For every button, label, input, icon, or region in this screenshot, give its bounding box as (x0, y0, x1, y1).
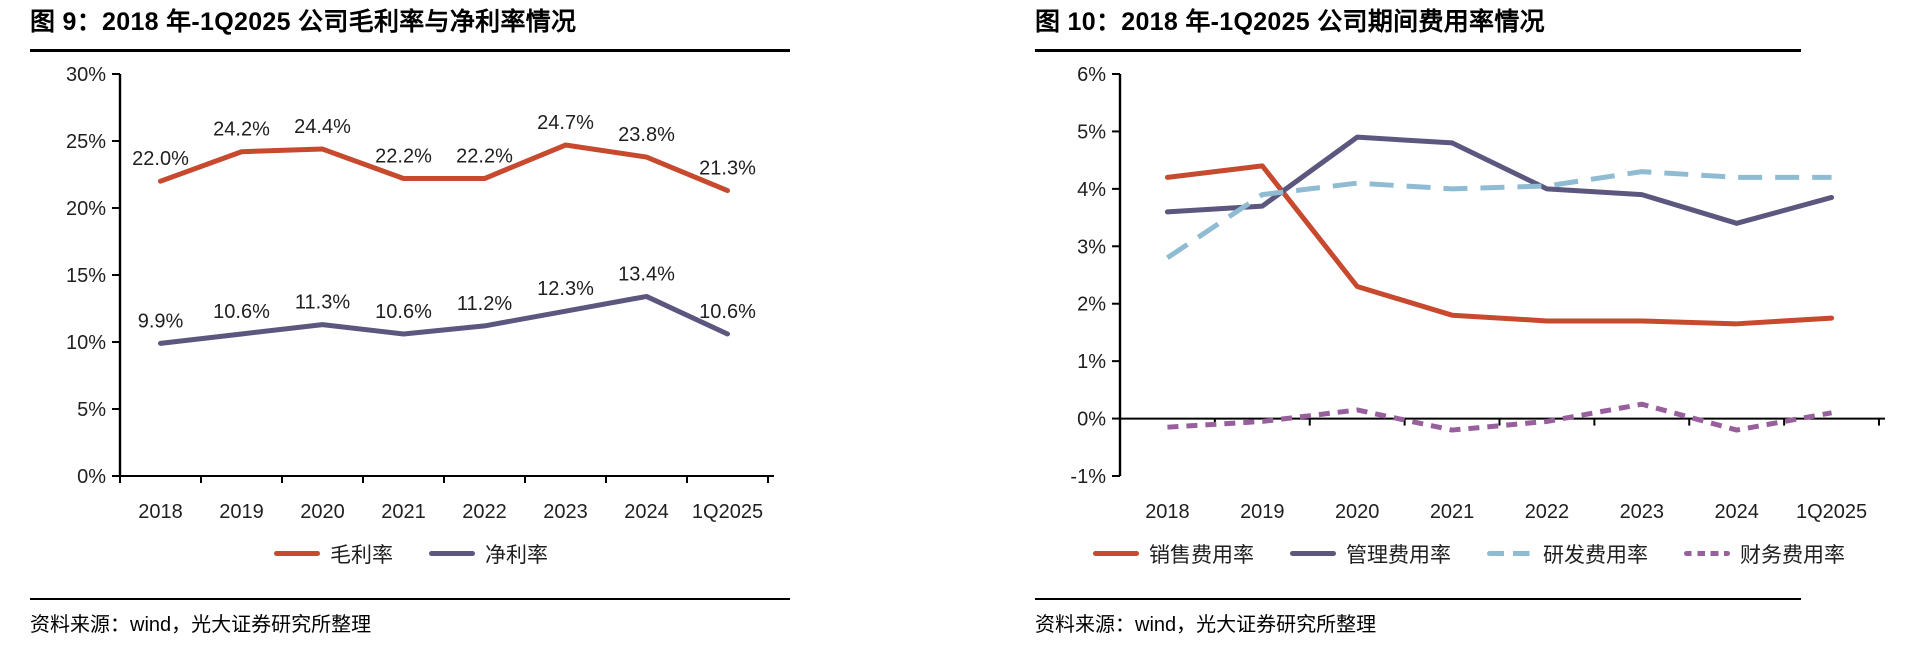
legend-line-swatch (1684, 551, 1730, 557)
legend-item-管理费用率: 管理费用率 (1290, 539, 1451, 569)
figure-9-source-rule (30, 597, 790, 600)
y-tick-label: 1% (1077, 351, 1106, 373)
data-label: 22.2% (375, 145, 432, 167)
legend-item-销售费用率: 销售费用率 (1093, 539, 1254, 569)
series-line-研发费用率 (1166, 168, 1832, 260)
data-label: 23.8% (618, 124, 675, 146)
legend-item-净利率: 净利率 (429, 539, 548, 569)
legend-label: 财务费用率 (1740, 543, 1845, 567)
data-label: 12.3% (537, 278, 594, 300)
figure-10-title-underline (1035, 48, 1801, 52)
figure-9-source-note: 资料来源：wind，光大证券研究所整理 (30, 613, 372, 636)
legend-label: 管理费用率 (1346, 543, 1451, 567)
x-tick-label: 2020 (300, 501, 345, 523)
y-tick-label: 0% (77, 466, 106, 488)
figure-9-title: 图 9：2018 年-1Q2025 公司毛利率与净利率情况 (30, 8, 577, 36)
x-tick-label: 1Q2025 (692, 501, 763, 523)
x-tick-label: 2018 (138, 501, 183, 523)
figure-10-title: 图 10：2018 年-1Q2025 公司期间费用率情况 (1035, 8, 1545, 36)
data-label: 22.0% (132, 148, 189, 170)
y-tick-label: 10% (66, 332, 106, 354)
legend-label: 净利率 (485, 543, 548, 567)
data-label: 22.2% (456, 145, 513, 167)
y-tick-label: 15% (66, 265, 106, 287)
data-label: 11.2% (457, 293, 512, 315)
legend-item-毛利率: 毛利率 (274, 539, 393, 569)
legend-line-swatch (274, 551, 320, 557)
y-tick-label: 4% (1077, 179, 1106, 201)
legend-line-swatch (1487, 551, 1533, 557)
x-tick-label: 2019 (219, 501, 264, 523)
figure-10-source-rule (1035, 597, 1801, 600)
data-label: 10.6% (699, 301, 756, 323)
y-tick-label: 3% (1077, 236, 1106, 258)
y-tick-label: 2% (1077, 293, 1106, 315)
legend-label: 研发费用率 (1543, 543, 1648, 567)
data-label: 10.6% (213, 301, 270, 323)
data-label: 21.3% (699, 157, 756, 179)
figure-9-legend: 毛利率 净利率 (30, 538, 792, 570)
series-line-财务费用率 (1167, 401, 1833, 433)
x-tick-label: 2022 (462, 501, 507, 523)
legend-item-研发费用率: 研发费用率 (1487, 539, 1648, 569)
y-tick-label: 5% (1077, 121, 1106, 143)
data-label: 24.4% (294, 116, 351, 138)
legend-line-swatch (1290, 551, 1336, 557)
expense-ratio-chart: 6% 5% 4% 3% 2% 1% 0% -1% 2018 2019 2020 2021 2022 202… (1070, 64, 1885, 523)
data-label: 10.6% (375, 301, 432, 323)
x-tick-label: 2018 (1145, 501, 1190, 523)
data-label: 13.4% (618, 263, 675, 285)
figure-9-panel: 图 9：2018 年-1Q2025 公司毛利率与净利率情况 30% 25% 20% 1… (30, 6, 792, 637)
x-tick-label: 2022 (1525, 501, 1570, 523)
legend-item-财务费用率: 财务费用率 (1684, 539, 1845, 569)
data-label: 24.2% (213, 118, 270, 140)
margin-ratio-chart: 30% 25% 20% 15% 10% 5% 0% 2018 2019 2020 2021 2022 2… (66, 64, 774, 523)
series-line-管理费用率 (1164, 134, 1835, 226)
x-tick-label: 1Q2025 (1796, 501, 1867, 523)
figure-10-source-note: 资料来源：wind，光大证券研究所整理 (1035, 613, 1377, 636)
data-label: 11.3% (295, 291, 350, 313)
x-tick-label: 2019 (1240, 501, 1285, 523)
y-tick-label: 5% (77, 399, 106, 421)
x-tick-label: 2024 (1714, 501, 1759, 523)
data-label: 24.7% (537, 112, 594, 134)
x-tick-label: 2023 (543, 501, 588, 523)
x-tick-label: 2023 (1620, 501, 1665, 523)
y-tick-label: 6% (1077, 64, 1106, 86)
x-tick-label: 2021 (381, 501, 426, 523)
legend-label: 毛利率 (330, 543, 393, 567)
y-tick-label: -1% (1070, 466, 1106, 488)
legend-label: 销售费用率 (1149, 543, 1254, 567)
series-line-销售费用率 (1164, 163, 1835, 327)
figure-10-legend: 销售费用率 管理费用率 研发费用率 财务费用率 (1035, 538, 1903, 570)
x-tick-label: 2020 (1335, 501, 1380, 523)
x-tick-label: 2021 (1430, 501, 1475, 523)
data-label: 9.9% (138, 310, 184, 332)
legend-line-swatch (429, 551, 475, 557)
y-tick-label: 20% (66, 198, 106, 220)
y-tick-label: 0% (1077, 408, 1106, 430)
figure-10-panel: 图 10：2018 年-1Q2025 公司期间费用率情况 6% 5% 4% 3% 2% 1… (1035, 6, 1903, 637)
x-tick-label: 2024 (624, 501, 669, 523)
series-line-毛利率 (158, 142, 730, 193)
figure-9-title-underline (30, 48, 790, 52)
y-tick-label: 30% (66, 64, 106, 86)
series-line-净利率 (158, 293, 730, 346)
y-tick-label: 25% (66, 131, 106, 153)
legend-line-swatch (1093, 551, 1139, 557)
